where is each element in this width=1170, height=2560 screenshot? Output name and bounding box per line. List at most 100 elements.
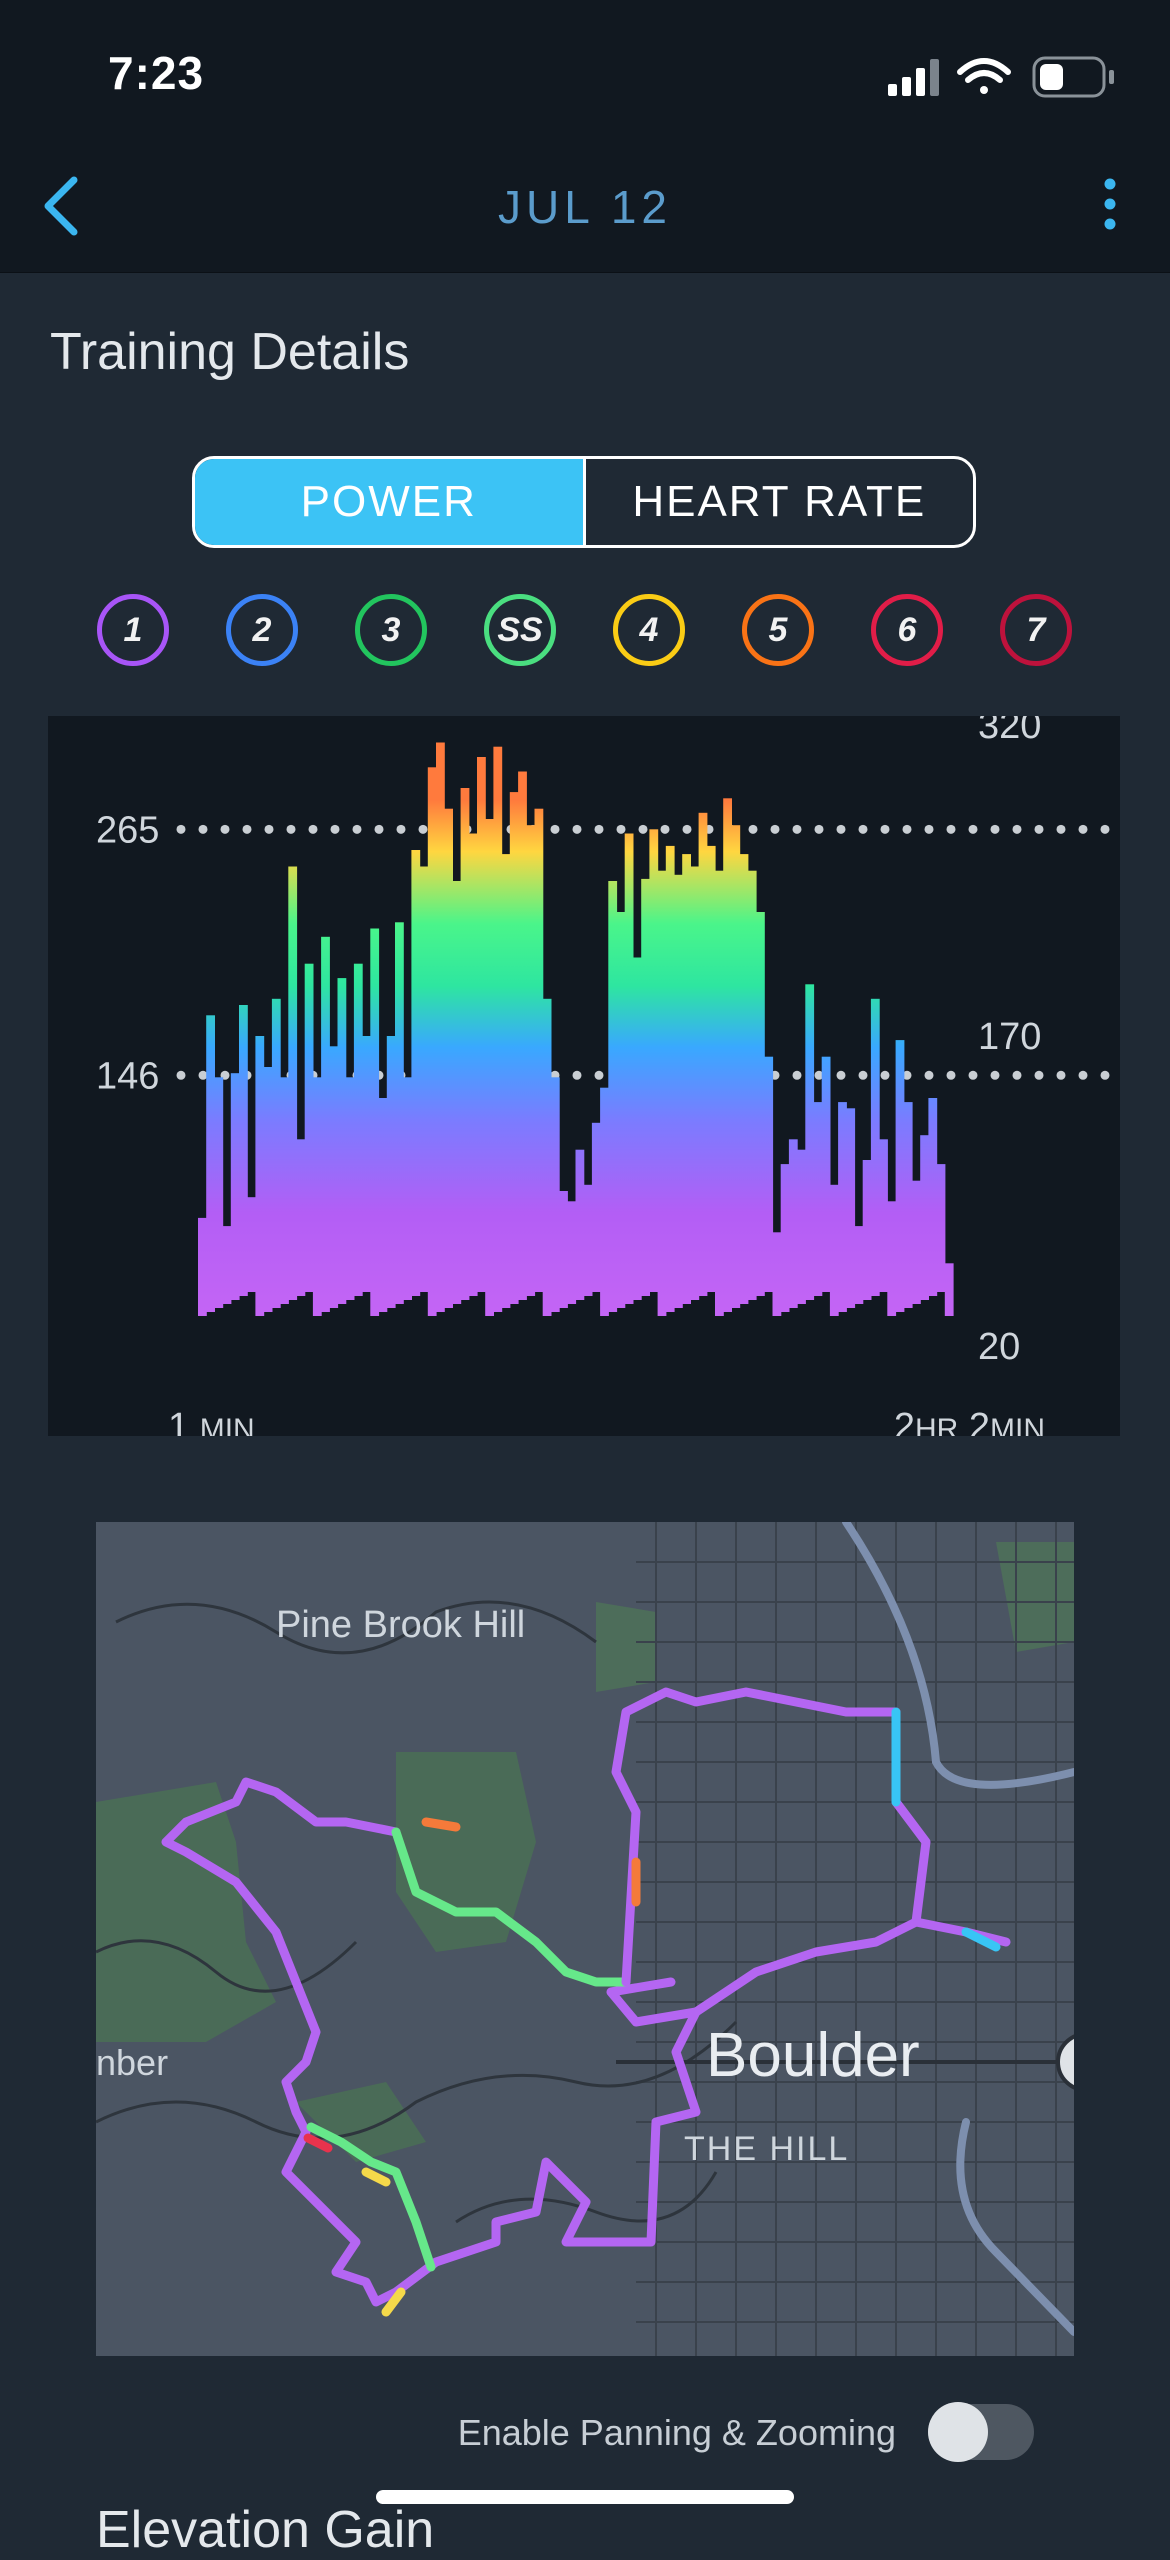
power-sample [559, 1191, 568, 1308]
power-sample [747, 870, 757, 1300]
zone-2-badge: 2 [226, 594, 298, 666]
reference-dot [176, 1070, 186, 1080]
power-sample [780, 1164, 790, 1312]
page-title: JUL 12 [497, 181, 673, 233]
zone-label: 1 [123, 610, 143, 649]
power-sample [518, 771, 527, 1300]
reference-dot [902, 824, 912, 834]
reference-dot [594, 824, 604, 834]
x-tick-end-num: 2 [893, 1406, 915, 1436]
reference-dot [198, 1070, 208, 1080]
route-map[interactable]: Pine Brook Hill Boulder THE HILL nber [96, 1522, 1074, 2356]
reference-dot [1034, 824, 1044, 834]
route-path [161, 1687, 1011, 2317]
power-sample [395, 922, 404, 1304]
reference-dot [748, 824, 758, 834]
reference-dot [1056, 824, 1066, 834]
power-sample [477, 757, 486, 1292]
terrain-lines [96, 1600, 738, 2224]
power-sample [526, 825, 536, 1296]
more-options-icon[interactable] [1080, 170, 1140, 240]
map-label-boulder: Boulder [706, 2021, 920, 2090]
power-sample [427, 767, 437, 1316]
reference-dot [836, 824, 846, 834]
power-sample [239, 1005, 248, 1296]
map-label-edge-fragment: nber [96, 2042, 169, 2083]
left-reference-label: 146 [96, 1055, 159, 1097]
power-sample [616, 912, 626, 1308]
reference-dot [572, 824, 582, 834]
power-sample [460, 788, 470, 1300]
power-sample [353, 963, 363, 1296]
reference-dot [814, 1070, 824, 1080]
power-tab[interactable]: POWER [195, 459, 583, 545]
power-sample [928, 1098, 938, 1296]
reference-dot [924, 1070, 934, 1080]
nav-bar: JUL 12 [0, 140, 1170, 273]
power-sample [493, 746, 503, 1312]
x-tick-start: 1 MIN [168, 1406, 255, 1436]
reference-dot [176, 824, 186, 834]
reference-dot [682, 824, 692, 834]
power-chart[interactable]: 265 146 320 170 20 1 MIN 2HR 2MIN [48, 716, 1120, 1436]
power-sample [903, 1102, 913, 1308]
x-tick-start-num: 1 [168, 1406, 190, 1436]
battery-icon [1032, 56, 1114, 98]
zone-label: SS [497, 610, 543, 649]
zone-label: 6 [897, 610, 917, 649]
power-sample [813, 1102, 823, 1296]
map-label-the-hill: THE HILL [684, 2130, 850, 2168]
reference-dot [836, 1070, 846, 1080]
power-sample [805, 984, 815, 1300]
left-reference-label: 265 [96, 809, 159, 851]
power-sample [821, 1056, 831, 1292]
power-sample [575, 1149, 585, 1300]
power-sample [329, 1046, 339, 1308]
power-sample [788, 1139, 798, 1308]
power-sample [715, 870, 724, 1316]
power-sample [772, 1232, 782, 1316]
power-sample [271, 998, 281, 1308]
panning-zoom-label: Enable Panning & Zooming [457, 2412, 896, 2453]
reference-dot [396, 824, 406, 834]
reference-dot [770, 824, 780, 834]
panning-zoom-toggle[interactable] [928, 2402, 1034, 2462]
power-sample [846, 1108, 856, 1308]
power-sample [419, 866, 429, 1292]
reference-dot [792, 824, 802, 834]
power-sample [756, 912, 765, 1296]
power-sample [198, 1217, 207, 1316]
power-sample [870, 998, 880, 1296]
power-sample [222, 1226, 232, 1304]
power-sample [378, 1098, 388, 1312]
reference-dot [198, 824, 208, 834]
reference-dot [352, 824, 362, 834]
heart-rate-tab[interactable]: HEART RATE [582, 459, 974, 545]
zone-label: 2 [252, 610, 272, 649]
x-tick-start-unit: MIN [199, 1413, 255, 1436]
power-sample [641, 878, 650, 1296]
section-title: Training Details [50, 323, 410, 381]
power-sample [665, 845, 675, 1312]
park-area [996, 1542, 1074, 1652]
zone-1-badge: 1 [97, 594, 169, 666]
map-canvas [96, 1522, 1074, 2356]
x-tick-end-unit: HR [914, 1413, 959, 1436]
reference-dot [968, 1070, 978, 1080]
power-sample [312, 1077, 322, 1316]
power-sample [657, 870, 667, 1316]
power-sample [288, 866, 298, 1300]
reference-dot [1100, 1070, 1110, 1080]
reference-dot [660, 824, 670, 834]
back-chevron-icon[interactable] [30, 170, 100, 240]
metric-segmented-control: POWER HEART RATE [192, 456, 976, 548]
reference-dot [814, 824, 824, 834]
reference-dot [616, 824, 626, 834]
power-sample [920, 1135, 929, 1300]
power-sample [403, 1077, 412, 1300]
power-sample [674, 874, 683, 1308]
power-sample [591, 1122, 601, 1292]
power-sample [296, 1139, 306, 1296]
power-sample [485, 819, 494, 1316]
power-sample [206, 1015, 215, 1312]
